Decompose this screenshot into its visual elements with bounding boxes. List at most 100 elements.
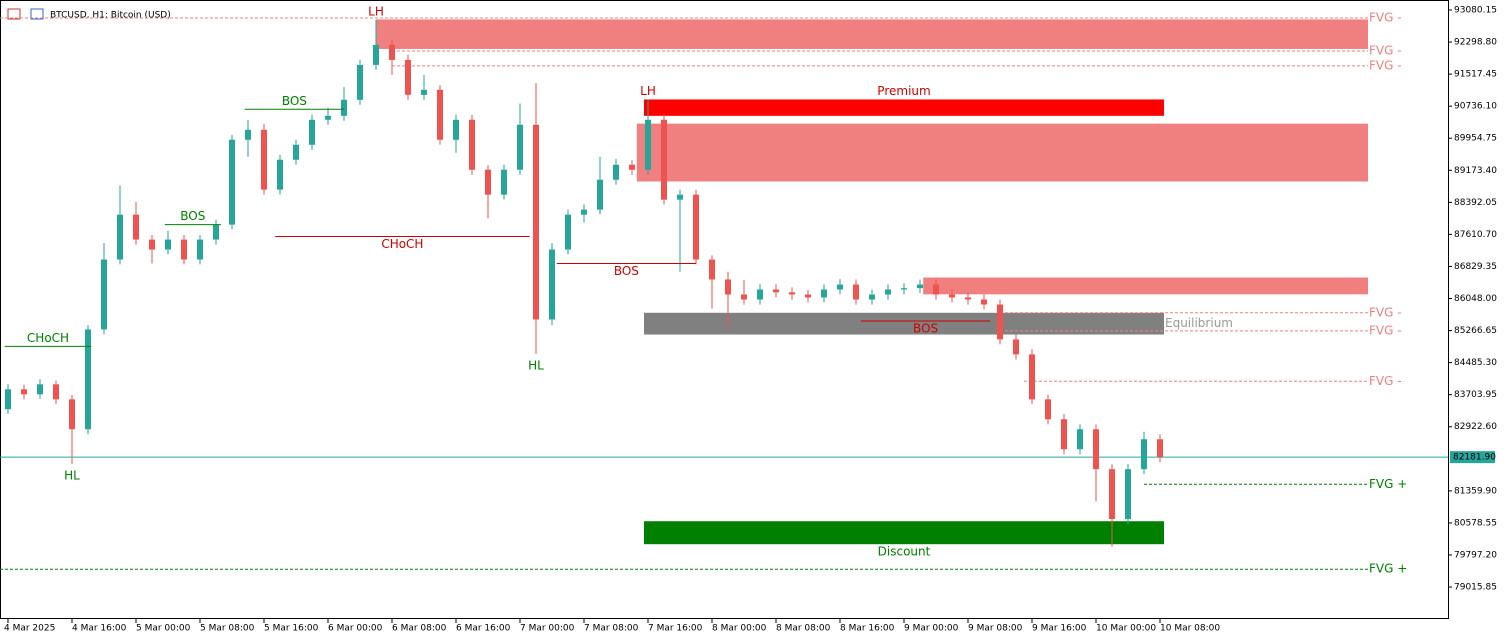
candle-body [917, 284, 923, 289]
candle-body [101, 259, 107, 330]
y-tick-label: 89954.75 [1454, 134, 1497, 144]
fvg-label: FVG + [1369, 477, 1407, 491]
x-tick-label: 4 Mar 16:00 [72, 624, 127, 634]
fvg-label: FVG - [1369, 323, 1402, 337]
candle-body [517, 124, 523, 170]
zone [923, 277, 1368, 295]
zone [644, 99, 1164, 116]
candle-body [453, 119, 459, 140]
x-tick-label: 9 Mar 00:00 [904, 624, 959, 634]
y-tick-label: 92298.80 [1454, 38, 1497, 48]
candle-body [933, 284, 939, 295]
candle-body [901, 288, 907, 290]
candle-body [981, 299, 987, 305]
structure-label: BOS [282, 94, 307, 108]
zone [644, 312, 1164, 335]
candle-body [869, 294, 875, 300]
x-tick-label: 8 Mar 16:00 [840, 624, 895, 634]
candle-body [53, 384, 59, 400]
swing-label: LH [368, 4, 384, 18]
candle-body [629, 164, 635, 170]
x-tick-label: 7 Mar 16:00 [648, 624, 703, 634]
zone-label: Premium [877, 84, 930, 98]
candle-body [485, 169, 491, 195]
y-tick-label: 82922.60 [1454, 422, 1497, 432]
swing-label: HL [64, 469, 80, 483]
fvg-label: FVG - [1369, 374, 1402, 388]
candle-body [357, 64, 363, 100]
candle-body [325, 115, 331, 120]
chart-title: BTCUSD, H1: Bitcoin (USD) [50, 11, 171, 21]
candle-body [469, 119, 475, 170]
candle-body [565, 214, 571, 250]
candle-body [133, 214, 139, 240]
candle-body [837, 284, 843, 290]
structure-label: CHoCH [381, 237, 423, 251]
x-tick-label: 8 Mar 08:00 [776, 624, 831, 634]
x-tick-label: 6 Mar 16:00 [456, 624, 511, 634]
y-tick-label: 90736.10 [1454, 102, 1497, 112]
zone-label: Discount [878, 545, 931, 559]
structure-label: BOS [614, 264, 639, 278]
fvg-label: FVG - [1369, 305, 1402, 319]
candle-body [149, 239, 155, 250]
last-price-box [1450, 451, 1495, 464]
x-tick-label: 5 Mar 16:00 [264, 624, 319, 634]
candle-body [709, 259, 715, 280]
candle-body [1077, 429, 1083, 450]
fvg-label: FVG - [1369, 10, 1402, 24]
y-tick-label: 81359.90 [1454, 486, 1497, 496]
candle-body [853, 284, 859, 300]
y-tick-label: 83703.95 [1454, 390, 1497, 400]
candle-body [293, 144, 299, 160]
candle-body [613, 164, 619, 180]
icon [7, 8, 21, 20]
x-tick-label: 7 Mar 00:00 [520, 624, 575, 634]
candle-body [661, 119, 667, 200]
candle-body [1061, 419, 1067, 450]
candle-body [1125, 469, 1131, 520]
candle-body [277, 159, 283, 190]
candle-body [773, 289, 779, 293]
y-tick-label: 79015.85 [1454, 583, 1497, 593]
candle-body [1157, 439, 1163, 458]
x-tick-label: 10 Mar 00:00 [1096, 624, 1156, 634]
y-tick-label: 86048.00 [1454, 294, 1497, 304]
candle-body [341, 99, 347, 116]
swing-label: LH [640, 84, 656, 98]
candle-body [309, 119, 315, 145]
candle-body [373, 44, 379, 65]
candle-body [5, 389, 11, 410]
candle-body [389, 44, 395, 60]
zone-label: Equilibrium [1165, 316, 1233, 330]
zone [636, 123, 1368, 182]
candle-body [949, 294, 955, 298]
y-tick-label: 84485.30 [1454, 358, 1497, 368]
candle-body [1029, 354, 1035, 400]
candle-body [37, 384, 43, 395]
y-tick-label: 79797.20 [1454, 550, 1497, 560]
y-tick-label: 85266.65 [1454, 326, 1497, 336]
chart-icon [7, 8, 44, 20]
y-tick-label: 87610.70 [1454, 230, 1497, 240]
candle-body [1109, 469, 1115, 520]
candle-body [805, 294, 811, 298]
candle-body [677, 194, 683, 200]
x-tick-label: 7 Mar 08:00 [584, 624, 639, 634]
candle-body [821, 289, 827, 298]
y-tick-label: 91517.45 [1454, 70, 1497, 80]
candle-body [181, 239, 187, 260]
candle-body [261, 129, 267, 190]
x-tick-label: 9 Mar 16:00 [1032, 624, 1087, 634]
structure-label: BOS [913, 321, 938, 335]
x-tick-label: 6 Mar 08:00 [392, 624, 447, 634]
candle-body [997, 304, 1003, 340]
candle-body [757, 289, 763, 300]
candle-body [965, 297, 971, 300]
candle-body [1093, 429, 1099, 470]
candle-body [741, 294, 747, 300]
candle-body [421, 89, 427, 95]
candle-body [1045, 399, 1051, 420]
